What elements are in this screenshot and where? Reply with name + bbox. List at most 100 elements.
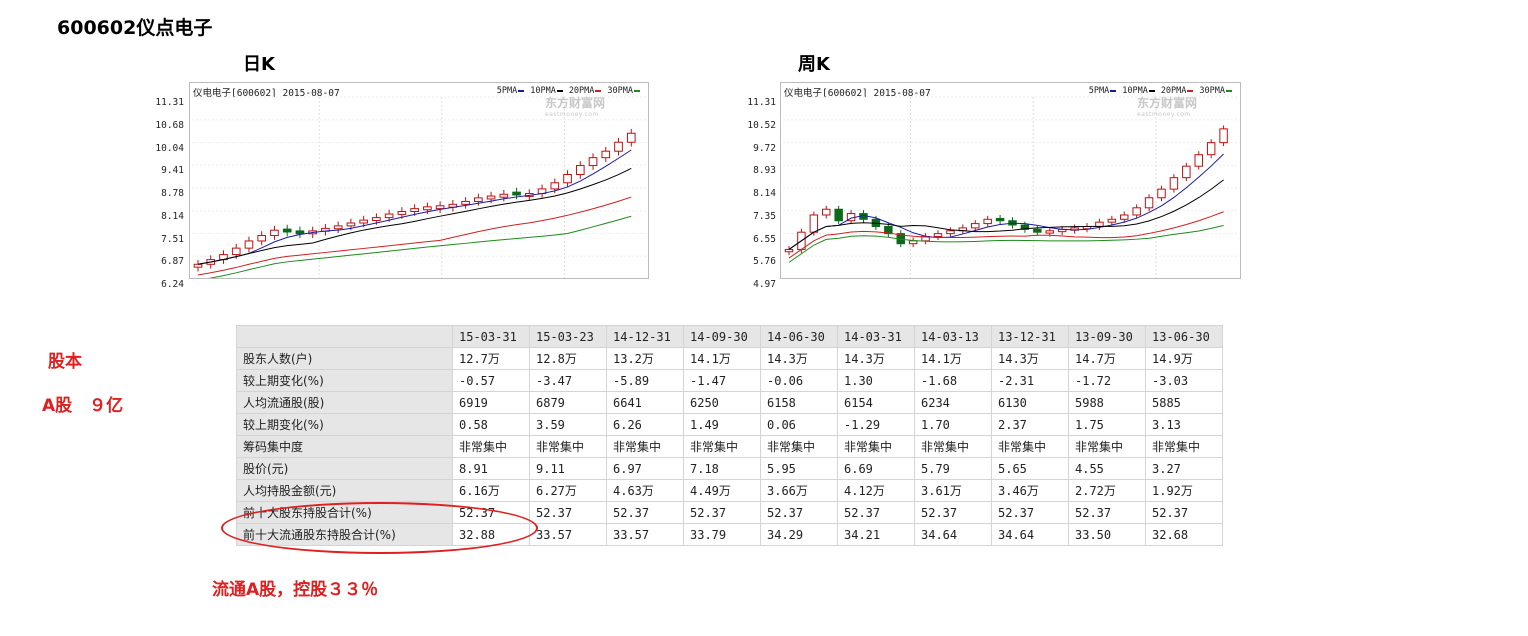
ma10-line [788,179,1224,250]
table-cell: 0.58 [452,413,530,436]
candle-body [410,208,419,213]
table-cell: 6250 [683,391,761,414]
weekly-k-plot [783,96,1238,278]
candle-body [995,217,1005,222]
table-cell: 12.8万 [529,347,607,370]
y-tick-label: 11.31 [155,97,184,108]
table-cell: -3.03 [1145,369,1223,392]
table-cell: 3.59 [529,413,607,436]
column-header: 14-12-31 [606,325,684,348]
y-tick-label: 9.72 [753,142,776,154]
table-cell: 非常集中 [1145,435,1223,458]
daily-k-header: 仪电电子[600602] 2015-08-07 [193,88,340,99]
table-cell: 33.57 [606,523,684,546]
table-cell: 4.55 [1068,457,1146,480]
candle-body [908,240,918,245]
page-title: 600602仪点电子 [57,17,213,39]
table-cell: -1.29 [837,413,915,436]
table-cell: 52.37 [1145,501,1223,524]
table-cell: 3.27 [1145,457,1223,480]
candle-body [971,223,980,229]
table-corner [236,325,453,348]
table-cell: 2.72万 [1068,479,1146,502]
candle-body [257,235,267,242]
table-cell: 非常集中 [837,435,915,458]
candle-body [231,247,241,256]
table-cell: 3.46万 [991,479,1069,502]
candle-body [1132,207,1141,216]
candle-body [397,211,407,215]
ma20-line [197,196,632,276]
row-label: 人均持股金额(元) [236,479,453,502]
weekly-k-legend: 5PMA 10PMA 20PMA 30PMA [1089,86,1232,96]
y-tick-label: 8.14 [161,210,184,222]
table-cell: 52.37 [760,501,838,524]
eastmoney-watermark: 东方财富网 eastmoney.com [1137,96,1198,118]
legend-item-20pma: 20PMA [569,86,602,96]
table-cell: 非常集中 [606,435,684,458]
candle-body [1206,142,1216,156]
y-tick-label: 10.52 [747,119,776,131]
table-cell: 52.37 [683,501,761,524]
column-header: 14-09-30 [683,325,761,348]
table-cell: 12.7万 [452,347,530,370]
row-label: 股价(元) [236,457,453,480]
legend-item-30pma: 30PMA [607,86,640,96]
row-label: 筹码集中度 [236,435,453,458]
table-row: 较上期变化(%) 0.58 3.59 6.26 1.49 0.06 -1.29 1.70 2.3… [236,413,1223,436]
y-tick-label: 8.78 [161,188,184,199]
ma10-line [197,168,632,265]
eastmoney-watermark: 东方财富网 eastmoney.com [545,96,606,118]
candle-body [461,200,470,205]
table-cell: 4.63万 [606,479,684,502]
column-header: 13-12-31 [991,325,1069,348]
table-cell: 33.79 [683,523,761,546]
table-cell: 6641 [606,391,684,414]
table-cell: 34.29 [760,523,838,546]
daily-k-yaxis: 11.31 10.68 10.04 9.41 8.78 8.14 7.51 6.87 6.24 [146,89,184,290]
table-cell: 非常集中 [683,435,761,458]
table-cell: 非常集中 [760,435,838,458]
table-row: 股东人数(户) 12.7万 12.8万 13.2万 14.1万 14.3万 14.3万 14.… [236,347,1223,370]
highlight-circle [221,502,538,554]
table-cell: 6.16万 [452,479,530,502]
table-cell: 7.18 [683,457,761,480]
candle-body [1120,214,1129,220]
ma5-line [788,153,1224,250]
candle-body [809,214,819,233]
table-cell: 34.64 [914,523,992,546]
table-cell: 14.3万 [991,347,1069,370]
table-cell: 52.37 [606,501,684,524]
table-cell: 非常集中 [991,435,1069,458]
table-cell: 3.13 [1145,413,1223,436]
candle-body [550,182,560,190]
candle-body [1107,218,1117,223]
table-cell: 4.12万 [837,479,915,502]
candle-body [614,141,623,152]
table-cell: 非常集中 [529,435,607,458]
candle-body [1219,128,1228,144]
table-cell: 6.26 [606,413,684,436]
ma20-line [788,211,1224,259]
candle-body [423,206,432,211]
candle-body [435,205,445,210]
table-cell: 14.9万 [1145,347,1223,370]
table-cell: 6158 [760,391,838,414]
candle-body [933,233,943,238]
table-row: 较上期变化(%) -0.57 -3.47 -5.89 -1.47 -0.06 1.30 -1.… [236,369,1223,392]
ma30-line [788,225,1224,263]
y-tick-label: 6.87 [161,256,184,268]
candle-body [626,132,636,143]
table-cell: 14.3万 [760,347,838,370]
table-cell: -0.06 [760,369,838,392]
candle-body [499,193,509,198]
table-cell: 1.75 [1068,413,1146,436]
column-header: 14-03-13 [914,325,992,348]
y-tick-label: 11.31 [747,97,776,108]
row-label: 人均流通股(股) [236,391,453,414]
table-cell: 0.06 [760,413,838,436]
table-cell: -5.89 [606,369,684,392]
daily-k-plot [192,96,646,278]
column-header: 13-06-30 [1145,325,1223,348]
candle-body [474,197,483,202]
